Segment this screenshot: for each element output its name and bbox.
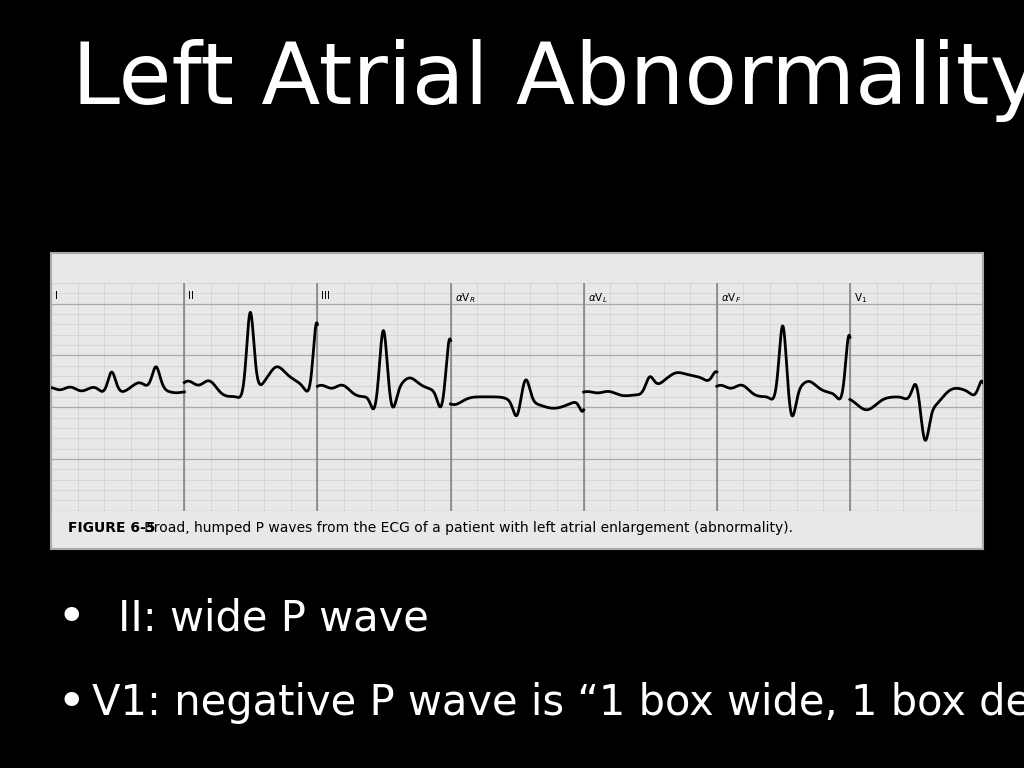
- Text: III: III: [322, 291, 331, 301]
- Text: •: •: [56, 679, 86, 727]
- Text: $\alpha$V$_R$: $\alpha$V$_R$: [455, 291, 475, 305]
- Text: •: •: [56, 594, 86, 642]
- Text: $\alpha$V$_F$: $\alpha$V$_F$: [721, 291, 741, 305]
- Bar: [51, 253, 983, 549]
- Text: Left Atrial Abnormality: Left Atrial Abnormality: [72, 39, 1024, 122]
- Text: II: wide P wave: II: wide P wave: [118, 598, 429, 639]
- Text: $\alpha$V$_L$: $\alpha$V$_L$: [588, 291, 607, 305]
- Text: V$_1$: V$_1$: [854, 291, 867, 305]
- Text: Broad, humped P waves from the ECG of a patient with left atrial enlargement (ab: Broad, humped P waves from the ECG of a …: [131, 521, 794, 535]
- Text: V1: negative P wave is “1 box wide, 1 box deep”: V1: negative P wave is “1 box wide, 1 bo…: [92, 682, 1024, 723]
- Text: II: II: [188, 291, 195, 301]
- Text: I: I: [55, 291, 58, 301]
- Text: FIGURE 6-5: FIGURE 6-5: [68, 521, 156, 535]
